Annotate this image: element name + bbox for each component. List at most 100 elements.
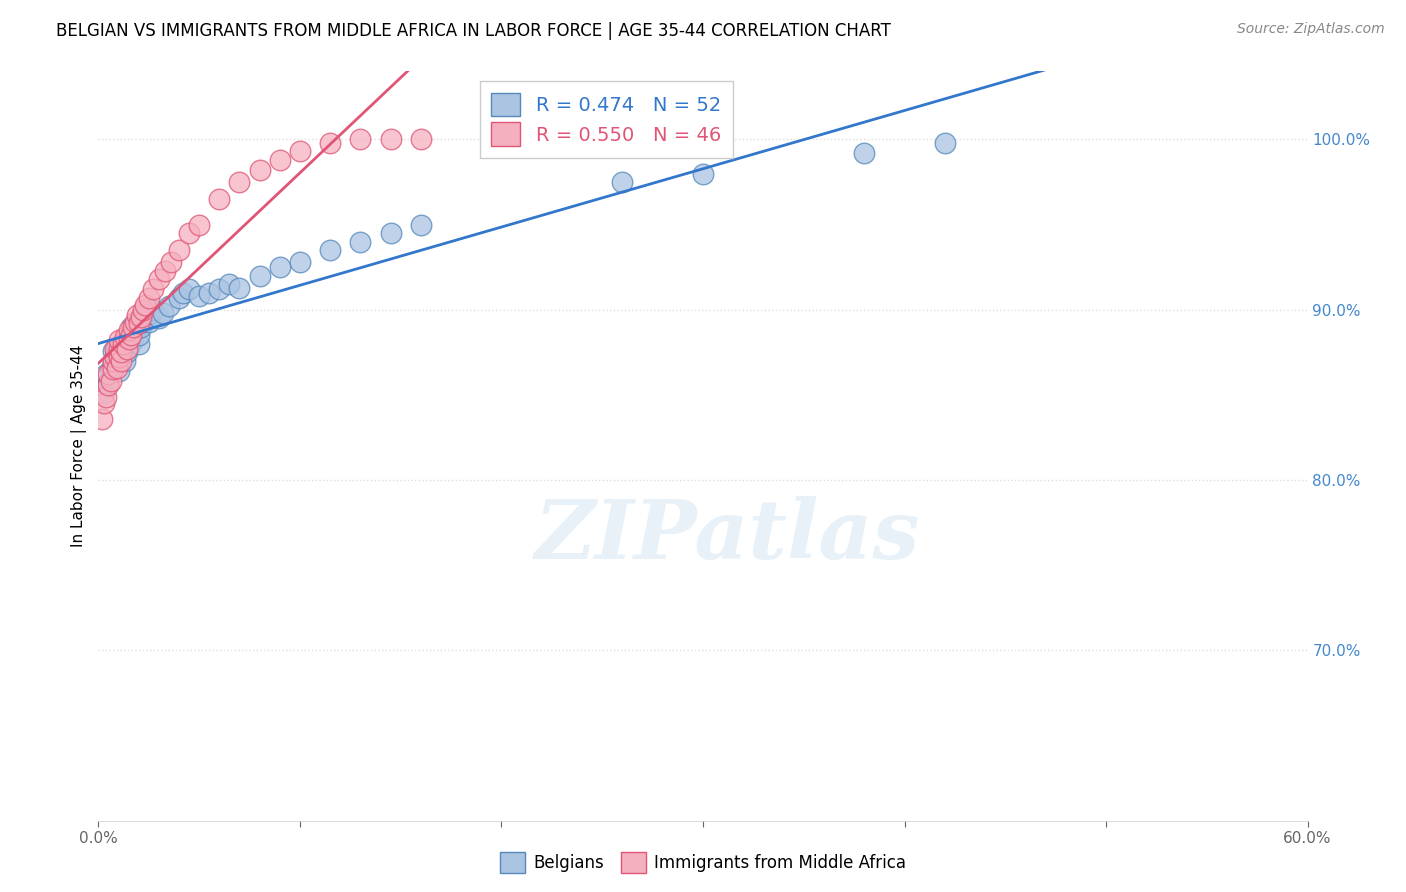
Point — [132, 302, 155, 317]
Point — [853, 146, 876, 161]
Point — [120, 328, 142, 343]
Point — [114, 330, 136, 344]
Point — [128, 317, 150, 331]
Point — [208, 282, 231, 296]
Point — [228, 280, 250, 294]
Point — [349, 235, 371, 249]
Point — [97, 368, 120, 382]
Point — [96, 390, 118, 404]
Point — [103, 355, 125, 369]
Point — [157, 299, 180, 313]
Point — [97, 377, 120, 392]
Point — [111, 342, 134, 356]
Point — [115, 345, 138, 359]
Point — [125, 317, 148, 331]
Point — [612, 175, 634, 189]
Point — [107, 342, 129, 356]
Text: Source: ZipAtlas.com: Source: ZipAtlas.com — [1237, 22, 1385, 37]
Point — [111, 335, 134, 350]
Point — [228, 175, 250, 189]
Point — [160, 255, 183, 269]
Point — [692, 167, 714, 181]
Point — [139, 306, 162, 320]
Point — [129, 310, 152, 324]
Point — [120, 328, 142, 343]
Point — [288, 145, 311, 159]
Point — [218, 277, 240, 292]
Point — [118, 340, 141, 354]
Point — [110, 345, 132, 359]
Point — [148, 311, 170, 326]
Point — [288, 255, 311, 269]
Point — [349, 132, 371, 146]
Point — [172, 285, 194, 300]
Point — [129, 319, 152, 334]
Point — [409, 132, 432, 146]
Point — [153, 263, 176, 277]
Point — [100, 374, 122, 388]
Point — [934, 136, 956, 150]
Point — [121, 319, 143, 334]
Point — [134, 298, 156, 312]
Point — [380, 132, 402, 146]
Point — [105, 340, 128, 354]
Point — [101, 362, 124, 376]
Point — [128, 328, 150, 343]
Text: BELGIAN VS IMMIGRANTS FROM MIDDLE AFRICA IN LABOR FORCE | AGE 35-44 CORRELATION : BELGIAN VS IMMIGRANTS FROM MIDDLE AFRICA… — [56, 22, 891, 40]
Text: ZIPatlas: ZIPatlas — [534, 496, 920, 576]
Point — [93, 386, 115, 401]
Point — [409, 218, 432, 232]
Point — [138, 315, 160, 329]
Point — [118, 332, 141, 346]
Point — [101, 354, 124, 368]
Point — [110, 349, 132, 363]
Point — [105, 351, 128, 365]
Point — [91, 411, 114, 425]
Point — [96, 368, 118, 382]
Point — [380, 226, 402, 240]
Point — [121, 334, 143, 348]
Point — [103, 351, 125, 365]
Point — [179, 282, 201, 296]
Point — [249, 163, 271, 178]
Point — [97, 376, 120, 390]
Point — [167, 291, 190, 305]
Point — [142, 302, 165, 317]
Y-axis label: In Labor Force | Age 35-44: In Labor Force | Age 35-44 — [72, 345, 87, 547]
Point — [269, 153, 291, 167]
Point — [124, 315, 146, 329]
Point — [167, 243, 190, 257]
Point — [118, 334, 141, 348]
Point — [107, 351, 129, 365]
Point — [101, 354, 124, 368]
Point — [125, 308, 148, 322]
Point — [134, 311, 156, 326]
Point — [107, 334, 129, 348]
Point — [93, 396, 115, 410]
Point — [128, 336, 150, 351]
Point — [101, 343, 124, 358]
Point — [118, 323, 141, 337]
Point — [115, 342, 138, 356]
Point — [148, 272, 170, 286]
Point — [111, 336, 134, 351]
Point — [152, 306, 174, 320]
Point — [188, 289, 211, 303]
Point — [198, 285, 221, 300]
Point — [269, 260, 291, 275]
Point — [249, 268, 271, 283]
Point — [103, 342, 125, 356]
Point — [142, 282, 165, 296]
Point — [124, 323, 146, 337]
Point — [179, 226, 201, 240]
Legend: R = 0.474   N = 52, R = 0.550   N = 46: R = 0.474 N = 52, R = 0.550 N = 46 — [479, 81, 733, 158]
Point — [319, 243, 342, 257]
Point — [138, 291, 160, 305]
Point — [100, 362, 122, 376]
Point — [114, 354, 136, 368]
Point — [105, 360, 128, 375]
Point — [208, 192, 231, 206]
Point — [319, 136, 342, 150]
Point — [132, 315, 155, 329]
Point — [107, 364, 129, 378]
